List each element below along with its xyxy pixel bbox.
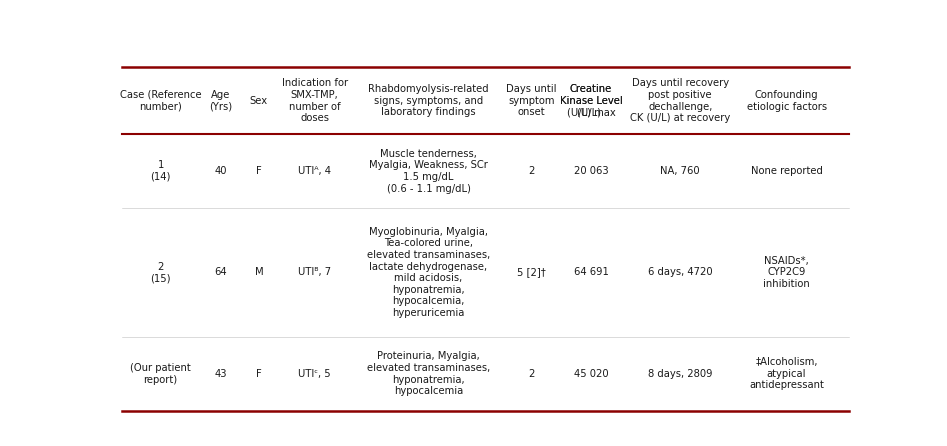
Text: Confounding
etiologic factors: Confounding etiologic factors: [746, 90, 827, 112]
Text: 2: 2: [528, 369, 534, 379]
Text: 1
(14): 1 (14): [151, 161, 170, 182]
Text: 2: 2: [528, 166, 534, 176]
Text: Sex: Sex: [250, 96, 268, 106]
Text: 43: 43: [214, 369, 226, 379]
Text: UTIᴮ, 7: UTIᴮ, 7: [298, 268, 331, 277]
Text: 45 020: 45 020: [574, 369, 608, 379]
Text: UTIᴬ, 4: UTIᴬ, 4: [298, 166, 331, 176]
Text: Myoglobinuria, Myalgia,
Tea-colored urine,
elevated transaminases,
lactate dehyd: Myoglobinuria, Myalgia, Tea-colored urin…: [366, 227, 491, 318]
Text: 2
(15): 2 (15): [151, 262, 170, 283]
Text: 64: 64: [214, 268, 226, 277]
Text: F: F: [256, 166, 261, 176]
Text: M: M: [255, 268, 263, 277]
Text: 8 days, 2809: 8 days, 2809: [648, 369, 712, 379]
Text: Days until recovery
post positive
dechallenge,
CK (U/L) at recovery: Days until recovery post positive dechal…: [630, 78, 730, 123]
Text: None reported: None reported: [751, 166, 823, 176]
Text: UTIᶜ, 5: UTIᶜ, 5: [298, 369, 331, 379]
Text: Days until
symptom
onset: Days until symptom onset: [506, 84, 557, 117]
Text: 40: 40: [214, 166, 226, 176]
Text: ‡Alcoholism,
atypical
antidepressant: ‡Alcoholism, atypical antidepressant: [749, 357, 824, 390]
Text: Indication for
SMX-TMP,
number of
doses: Indication for SMX-TMP, number of doses: [281, 78, 348, 123]
Text: Creatine
Kinase Level
(U/L) ​max: Creatine Kinase Level (U/L) ​max: [560, 84, 622, 117]
Text: 6 days, 4720: 6 days, 4720: [648, 268, 712, 277]
Text: Creatine
Kinase Level
(U/L): Creatine Kinase Level (U/L): [560, 84, 622, 117]
Text: F: F: [256, 369, 261, 379]
Text: 5 [2]†: 5 [2]†: [517, 268, 545, 277]
Text: Muscle tenderness,
Myalgia, Weakness, SCr
1.5 mg/dL
(0.6 - 1.1 mg/dL): Muscle tenderness, Myalgia, Weakness, SC…: [369, 149, 488, 194]
Text: NA, 760: NA, 760: [660, 166, 700, 176]
Text: Case (Reference
number): Case (Reference number): [119, 90, 202, 112]
Text: NSAIDs*,
CYP2C9
inhibition: NSAIDs*, CYP2C9 inhibition: [763, 256, 810, 289]
Text: (Our patient
report): (Our patient report): [130, 363, 191, 384]
Text: Proteinuria, Myalgia,
elevated transaminases,
hyponatremia,
hypocalcemia: Proteinuria, Myalgia, elevated transamin…: [366, 351, 491, 396]
Text: Rhabdomyolysis-related
signs, symptoms, and
laboratory findings: Rhabdomyolysis-related signs, symptoms, …: [368, 84, 489, 117]
Text: 64 691: 64 691: [574, 268, 609, 277]
Text: 20 063: 20 063: [574, 166, 608, 176]
Text: Age
(Yrs): Age (Yrs): [209, 90, 232, 112]
